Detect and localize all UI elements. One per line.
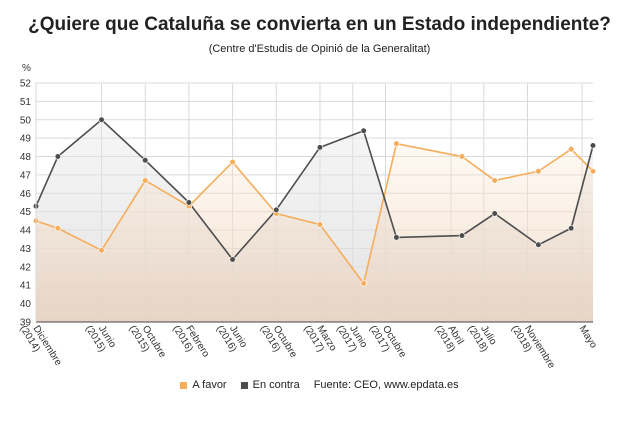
data-point-en-contra [273, 206, 280, 213]
y-tick-label: 49 [20, 134, 32, 145]
y-tick-label: 52 [20, 79, 32, 90]
x-tick-label: Octubre(2015) [127, 318, 168, 366]
data-point-en-contra [589, 142, 597, 149]
data-point-en-contra [535, 241, 542, 248]
y-tick-label: 51 [20, 97, 32, 108]
data-point-en-contra [458, 232, 466, 239]
legend-swatch-favor [180, 381, 188, 389]
y-tick-label: 45 [20, 207, 32, 218]
data-point-en-contra [316, 144, 324, 151]
y-tick-label: 39 [20, 318, 32, 329]
data-point-en-contra [491, 210, 498, 217]
data-point-a-favor [98, 247, 105, 254]
data-point-a-favor [360, 280, 367, 287]
data-point-en-contra [185, 199, 193, 206]
y-tick-label: 44 [20, 226, 32, 237]
x-tick-label: Junio(2016) [214, 318, 249, 356]
y-tick-label: 46 [20, 189, 32, 200]
data-point-a-favor [393, 140, 400, 147]
x-tick-label: Junio(2017) [334, 318, 369, 356]
area-a-favor [36, 143, 593, 322]
y-tick-label: 50 [20, 115, 32, 126]
y-tick-label: 48 [20, 152, 32, 163]
data-point-en-contra [568, 225, 575, 232]
chart-title: ¿Quiere que Cataluña se convierta en un … [28, 14, 611, 35]
data-point-a-favor [54, 225, 61, 232]
data-point-a-favor [142, 177, 149, 184]
y-tick-label: 40 [20, 299, 32, 310]
y-tick-label: 41 [20, 281, 32, 292]
data-point-a-favor [491, 177, 498, 184]
y-tick-label: 47 [20, 170, 32, 181]
data-point-en-contra [142, 157, 149, 164]
legend-item-favor[interactable]: A favor [180, 379, 227, 391]
legend-swatch-contra [240, 381, 248, 389]
data-point-en-contra [360, 127, 367, 134]
x-tick-label: Octubre(2016) [258, 318, 299, 366]
x-tick-label: Junio(2015) [83, 318, 118, 356]
x-tick-label: Mayo [577, 324, 600, 351]
data-point-en-contra [98, 116, 105, 123]
data-point-en-contra [393, 234, 400, 241]
data-point-a-favor [568, 146, 575, 153]
x-tick-label: Marzo(2017) [301, 318, 338, 360]
x-tick-label: Abril(2018) [432, 318, 466, 354]
data-point-en-contra [229, 256, 236, 263]
x-tick-label: Noviembre(2018) [509, 318, 557, 377]
x-tick-label: Febrero(2016) [170, 318, 211, 366]
y-tick-label: 43 [20, 244, 32, 255]
data-point-a-favor [535, 168, 542, 175]
y-axis-label: % [22, 63, 31, 74]
legend-item-contra[interactable]: En contra [240, 379, 300, 391]
x-tick-label: Julio(2018) [465, 318, 499, 354]
legend-label-contra: En contra [252, 379, 300, 391]
data-point-en-contra [54, 153, 61, 160]
y-tick-label: 42 [20, 262, 32, 273]
data-point-a-favor [589, 168, 597, 175]
data-point-a-favor [229, 158, 236, 166]
data-point-a-favor [316, 221, 324, 228]
x-tick-label: Diciembre(2014) [17, 318, 63, 374]
legend-label-favor: A favor [192, 379, 227, 391]
chart-subtitle: (Centre d'Estudis de Opinió de la Genera… [208, 43, 431, 55]
data-point-a-favor [458, 153, 466, 160]
legend-source: Fuente: CEO, www.epdata.es [313, 379, 459, 391]
legend: A favor En contra Fuente: CEO, www.epdat… [0, 379, 639, 391]
x-tick-label: Octubre(2017) [367, 318, 408, 366]
